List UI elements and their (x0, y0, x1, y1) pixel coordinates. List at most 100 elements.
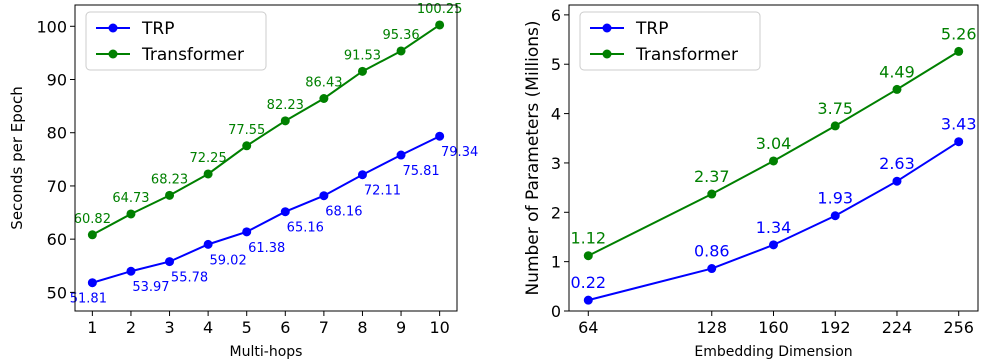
data-point (435, 20, 445, 30)
data-point (954, 46, 964, 56)
x-tick-label: 192 (820, 318, 851, 337)
data-label: 0.22 (570, 273, 606, 292)
data-point (830, 121, 840, 131)
data-point (954, 137, 964, 147)
x-tick-label: 5 (242, 318, 252, 337)
legend: TRP Transformer (579, 11, 761, 71)
y-tick-label: 80 (47, 124, 67, 143)
y-tick-label: 100 (36, 17, 67, 36)
data-point (435, 131, 445, 141)
data-point (280, 116, 290, 126)
x-tick-label: 1 (87, 318, 97, 337)
legend-entry-trp: TRP (141, 19, 174, 39)
data-label: 53.97 (132, 280, 169, 295)
y-tick-label: 6 (551, 6, 561, 25)
data-point (707, 264, 717, 274)
data-point (830, 211, 840, 221)
data-label: 72.25 (190, 151, 227, 166)
data-point (892, 84, 902, 94)
data-point (396, 150, 406, 160)
x-tick-label: 64 (578, 318, 598, 337)
data-point (769, 240, 778, 250)
data-label: 91.53 (344, 48, 381, 63)
data-point (126, 209, 136, 219)
data-label: 79.34 (441, 145, 478, 160)
data-label: 3.75 (817, 99, 853, 118)
data-point (165, 190, 175, 200)
data-point (707, 189, 717, 199)
x-tick-label: 8 (357, 318, 367, 337)
y-tick-label: 5 (551, 55, 561, 74)
data-label: 2.37 (694, 167, 730, 186)
data-label: 68.16 (325, 205, 362, 220)
data-point (242, 227, 252, 237)
legend-marker (602, 23, 612, 33)
y-tick-label: 3 (551, 154, 561, 173)
data-point (203, 169, 213, 179)
data-label: 0.86 (694, 242, 730, 261)
legend-entry-transformer: Transformer (635, 45, 738, 65)
y-tick-label: 4 (551, 105, 561, 124)
x-tick-label: 128 (696, 318, 727, 337)
data-point (892, 176, 902, 186)
data-point (319, 191, 329, 201)
data-label: 1.93 (817, 189, 853, 208)
data-label: 77.55 (228, 123, 265, 138)
data-label: 100.25 (417, 2, 463, 17)
data-point (319, 94, 329, 104)
data-label: 59.02 (210, 253, 247, 268)
y-tick-label: 90 (47, 71, 67, 90)
x-axis-label: Multi-hops (230, 344, 303, 360)
data-point (396, 46, 406, 56)
x-tick-label: 3 (164, 318, 174, 337)
data-label: 72.11 (364, 184, 401, 199)
x-tick-label: 160 (758, 318, 789, 337)
data-label: 64.73 (112, 191, 149, 206)
data-point (87, 278, 97, 288)
data-label: 3.04 (756, 134, 792, 153)
legend-box (579, 11, 761, 71)
legend-marker (602, 49, 612, 59)
data-point (242, 141, 252, 151)
y-tick-label: 60 (47, 230, 67, 249)
legend-box (85, 11, 267, 71)
x-tick-label: 4 (203, 318, 213, 337)
data-label: 51.81 (70, 292, 107, 307)
y-tick-label: 50 (47, 283, 67, 302)
series-line-trp (588, 140, 960, 302)
data-label: 68.23 (151, 172, 188, 187)
data-point (583, 295, 593, 305)
data-label: 95.36 (382, 28, 419, 43)
y-tick-label: 70 (47, 177, 67, 196)
data-label: 60.82 (74, 212, 111, 227)
series-line-transformer (91, 24, 441, 236)
data-point (357, 66, 367, 76)
x-tick-label: 6 (280, 318, 290, 337)
data-point (769, 156, 778, 166)
data-label: 65.16 (287, 221, 324, 236)
legend-marker (108, 49, 118, 59)
data-point (87, 230, 97, 240)
y-tick-label: 1 (551, 253, 561, 272)
data-label: 5.26 (941, 24, 977, 43)
data-point (126, 266, 136, 276)
data-point (357, 170, 367, 180)
plot-frame (74, 4, 458, 312)
data-label: 86.43 (305, 76, 342, 91)
chart-seconds-per-epoch: 51.81 53.9755.7859.0261.3865.1668.1672.11… (8, 2, 478, 360)
x-axis-label: Embedding Dimension (694, 344, 852, 360)
legend: TRP Transformer (85, 11, 267, 71)
legend-marker (108, 23, 118, 33)
series-line-trp (92, 135, 441, 284)
data-label: 1.34 (756, 218, 792, 237)
x-tick-label: 9 (396, 318, 406, 337)
legend-entry-transformer: Transformer (141, 45, 244, 65)
data-point (280, 207, 290, 217)
y-axis-label: Seconds per Epoch (8, 86, 26, 229)
x-tick-label: 7 (319, 318, 329, 337)
x-tick-label: 224 (882, 318, 913, 337)
chart-number-of-parameters: 0.22 0.86 1.34 1.93 2.63 3.43 1.12 2.37 3.04 3.75… (523, 4, 979, 360)
data-point (165, 257, 175, 267)
data-label: 61.38 (248, 241, 285, 256)
